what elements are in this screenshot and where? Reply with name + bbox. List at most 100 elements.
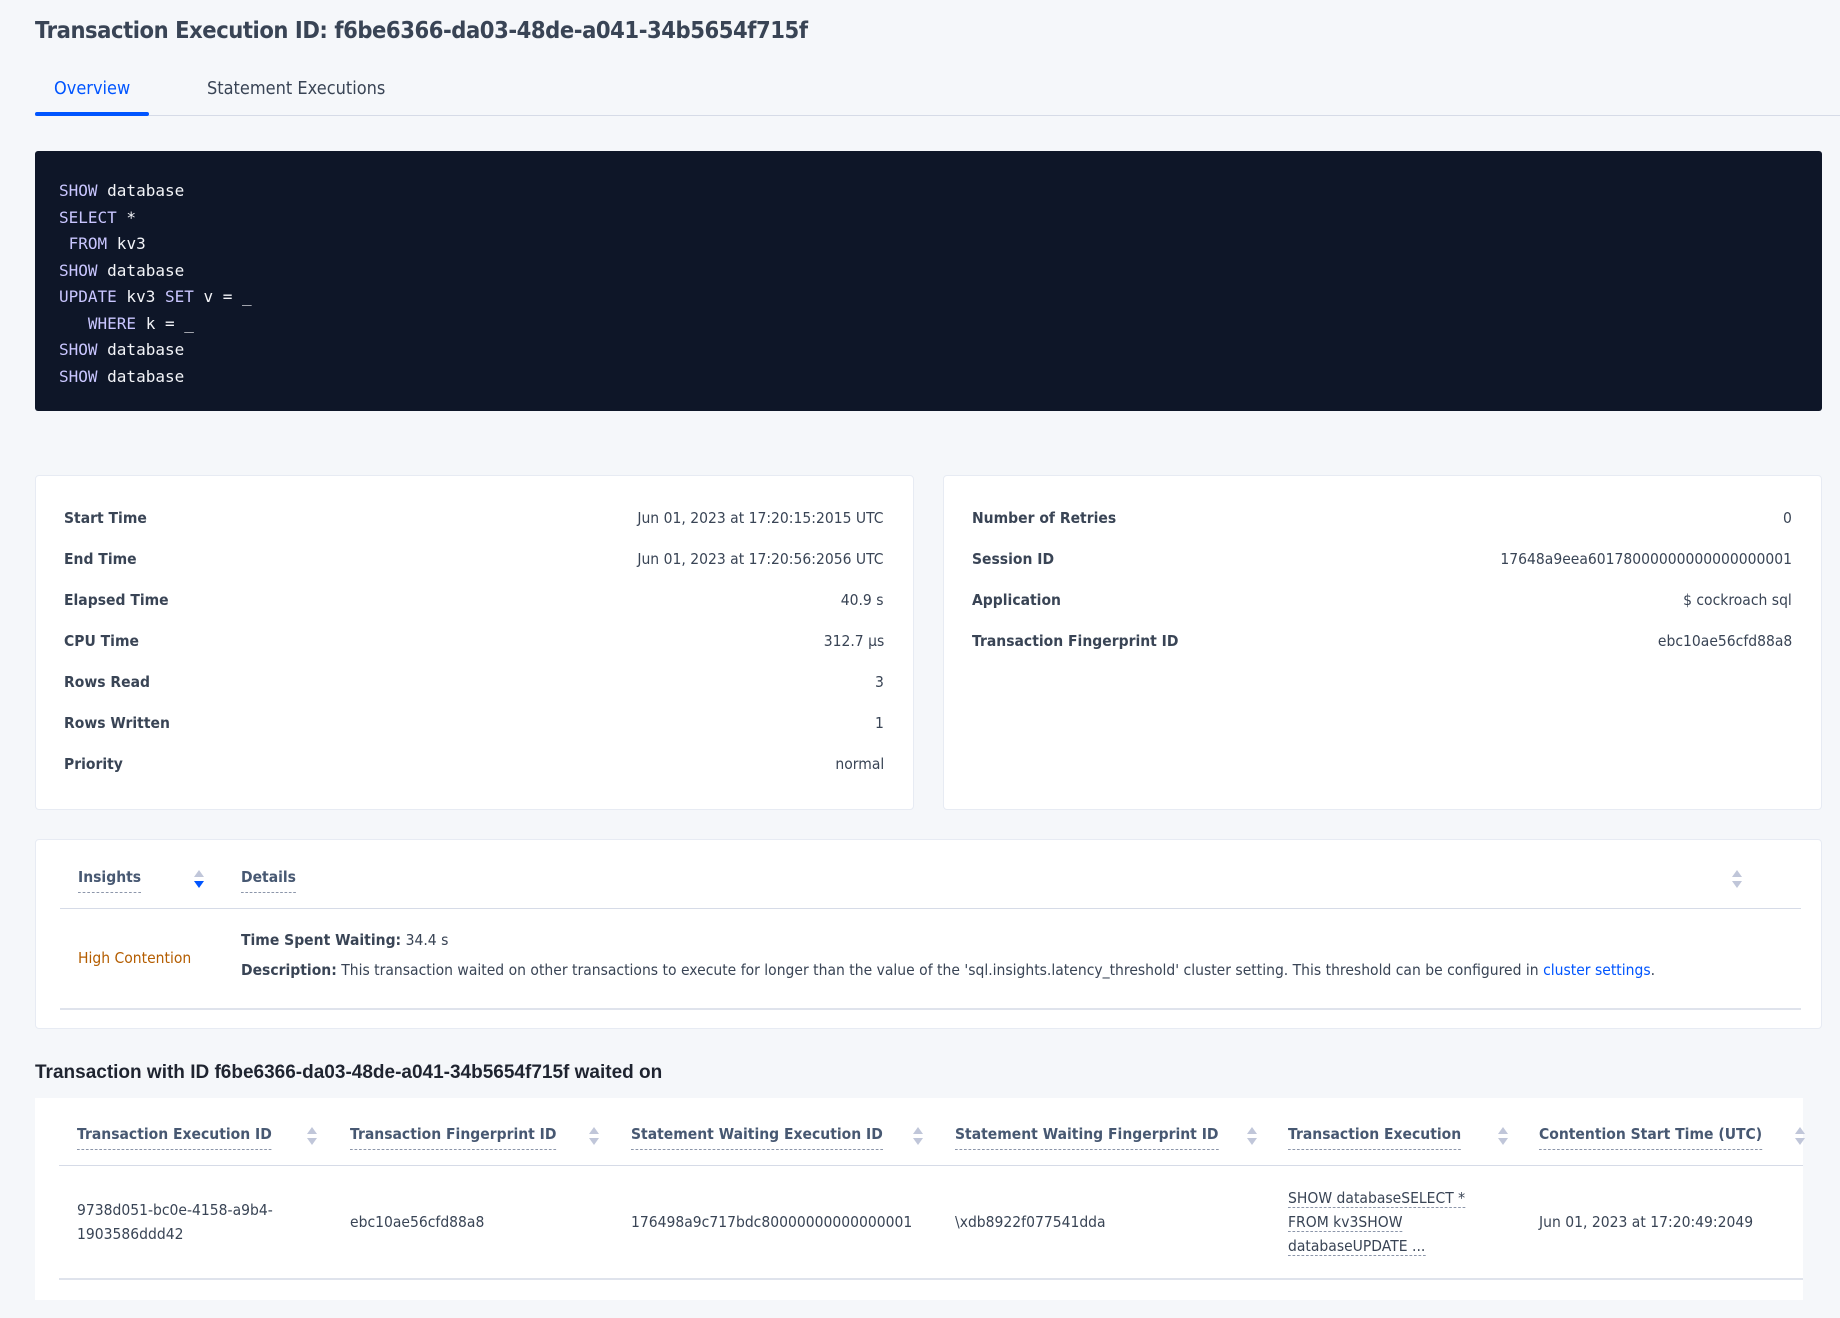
- summary-row: Number of Retries 0: [972, 509, 1792, 529]
- column-header[interactable]: Statement Waiting Fingerprint ID: [955, 1125, 1219, 1150]
- tab-overview[interactable]: Overview: [54, 78, 131, 99]
- sql-token: database: [97, 181, 185, 200]
- sort-icon[interactable]: [1247, 1127, 1257, 1145]
- sql-token: SHOW: [59, 260, 98, 280]
- summary-value: 312.7 µs: [823, 632, 884, 650]
- sql-token: SHOW: [59, 340, 98, 359]
- summary-label: Number of Retries: [972, 509, 1117, 527]
- column-header[interactable]: Contention Start Time (UTC): [1539, 1125, 1763, 1150]
- summary-label: Rows Read: [64, 673, 150, 691]
- sql-line: FROM kv3: [59, 231, 1798, 258]
- sql-token: WHERE: [59, 313, 137, 333]
- page-title: Transaction Execution ID: f6be6366-da03-…: [35, 18, 808, 44]
- sql-token: database: [97, 340, 185, 359]
- sql-token: SHOW: [59, 181, 98, 200]
- tab-statement-executions[interactable]: Statement Executions: [207, 78, 386, 99]
- summary-label: End Time: [64, 550, 137, 568]
- sort-icon[interactable]: [307, 1127, 317, 1145]
- sql-line: SHOW database: [59, 337, 1798, 364]
- sql-token: kv3: [107, 234, 146, 253]
- insight-description: Description: This transaction waited on …: [241, 958, 1655, 982]
- column-header[interactable]: Transaction Execution: [1288, 1125, 1462, 1150]
- cell-line: SHOW databaseSELECT *: [1288, 1189, 1466, 1208]
- summary-value: 0: [1783, 509, 1792, 527]
- details-header[interactable]: Details: [241, 868, 296, 893]
- sql-token: database: [97, 260, 185, 280]
- insight-type: High Contention: [78, 949, 192, 967]
- tab-divider: [35, 115, 1840, 116]
- sort-icon[interactable]: [1498, 1127, 1508, 1145]
- cell-line: FROM kv3SHOW: [1288, 1213, 1403, 1232]
- summary-row: End Time Jun 01, 2023 at 17:20:56:2056 UT…: [64, 550, 884, 570]
- cell-line: 1903586ddd42: [77, 1225, 184, 1243]
- sql-token: *: [116, 207, 137, 227]
- sql-line: SHOW database: [59, 258, 1798, 285]
- sql-token: database: [97, 366, 185, 386]
- sql-token: FROM: [59, 234, 108, 253]
- summary-row: Rows Read 3: [64, 673, 884, 693]
- description-text: This transaction waited on other transac…: [336, 961, 1544, 979]
- row-divider: [60, 1008, 1801, 1010]
- summary-value: Jun 01, 2023 at 17:20:15:2015 UTC: [637, 509, 884, 527]
- sql-line: UPDATE kv3 SET v = _: [59, 284, 1798, 311]
- summary-label: Application: [972, 591, 1061, 609]
- fingerprint-link[interactable]: ebc10ae56cfd88a8: [1657, 632, 1792, 650]
- sql-token: SELECT: [59, 207, 117, 227]
- summary-label: Transaction Fingerprint ID: [972, 632, 1179, 650]
- stmt-exec-id-cell: 176498a9c717bdc80000000000000001: [631, 1213, 913, 1231]
- summary-row: CPU Time 312.7 µs: [64, 632, 884, 652]
- summary-card-left: Start Time Jun 01, 2023 at 17:20:15:2015 …: [35, 475, 914, 810]
- summary-label: CPU Time: [64, 632, 139, 650]
- sql-line: SHOW database: [59, 364, 1798, 391]
- summary-row: Session ID 17648a9eea60178000000000000000…: [972, 550, 1792, 570]
- summary-label: Rows Written: [64, 714, 170, 732]
- column-header[interactable]: Transaction Fingerprint ID: [350, 1125, 557, 1150]
- sql-token: v = _: [193, 287, 252, 306]
- waited-on-table: Transaction Execution ID Transaction Fing…: [35, 1098, 1805, 1300]
- sort-icon[interactable]: [913, 1127, 923, 1145]
- summary-value: normal: [835, 755, 884, 773]
- insights-header[interactable]: Insights: [78, 868, 142, 893]
- sort-icon[interactable]: [1795, 1127, 1805, 1145]
- time-value: 34.4 s: [401, 931, 449, 949]
- sql-token: UPDATE: [59, 287, 117, 306]
- sql-line: SELECT *: [59, 205, 1798, 232]
- sql-token: k = _: [136, 313, 194, 333]
- contention-start-cell: Jun 01, 2023 at 17:20:49:2049: [1539, 1213, 1754, 1231]
- column-header[interactable]: Transaction Execution ID: [77, 1125, 272, 1150]
- summary-value: 17648a9eea60178000000000000000001: [1500, 550, 1792, 568]
- summary-label: Session ID: [972, 550, 1055, 568]
- summary-row: Elapsed Time 40.9 s: [64, 591, 884, 611]
- sql-token: kv3: [116, 287, 165, 306]
- sort-icon[interactable]: [194, 870, 204, 888]
- header-divider: [59, 1165, 1803, 1166]
- sql-code-block: SHOW database SELECT * FROM kv3 SHOW datab…: [35, 151, 1822, 411]
- time-spent-waiting: Time Spent Waiting: 34.4 s: [241, 928, 448, 952]
- waited-on-heading: Transaction with ID f6be6366-da03-48de-a…: [35, 1062, 663, 1083]
- sql-token: SHOW: [59, 366, 98, 386]
- summary-row: Rows Written 1: [64, 714, 884, 734]
- summary-value: 40.9 s: [841, 591, 884, 609]
- sort-icon[interactable]: [589, 1127, 599, 1145]
- sql-token: SET: [164, 287, 194, 306]
- txn-exec-id-cell: 9738d051-bc0e-4158-a9b4- 1903586ddd42: [77, 1198, 273, 1246]
- column-header[interactable]: Statement Waiting Execution ID: [631, 1125, 883, 1150]
- cluster-settings-link[interactable]: cluster settings: [1543, 961, 1651, 979]
- sql-line: SHOW database: [59, 178, 1798, 205]
- row-divider: [59, 1278, 1803, 1280]
- sql-line: WHERE k = _: [59, 311, 1798, 338]
- summary-row: Application $ cockroach sql: [972, 591, 1792, 611]
- summary-row: Start Time Jun 01, 2023 at 17:20:15:2015 …: [64, 509, 884, 529]
- sort-icon[interactable]: [1732, 870, 1742, 888]
- txn-execution-cell[interactable]: SHOW databaseSELECT * FROM kv3SHOW databas…: [1288, 1186, 1466, 1258]
- header-divider: [60, 908, 1801, 909]
- insights-card: Insights Details High Contention Time Sp…: [35, 839, 1822, 1029]
- summary-label: Start Time: [64, 509, 147, 527]
- summary-row: Priority normal: [64, 755, 884, 775]
- txn-fingerprint-cell: ebc10ae56cfd88a8: [350, 1213, 485, 1231]
- summary-value: 1: [875, 714, 884, 732]
- summary-row: Transaction Fingerprint ID ebc10ae56cfd88…: [972, 632, 1792, 652]
- cell-line: 9738d051-bc0e-4158-a9b4-: [77, 1201, 273, 1219]
- cell-line: databaseUPDATE ...: [1288, 1237, 1426, 1256]
- summary-value: 3: [875, 673, 884, 691]
